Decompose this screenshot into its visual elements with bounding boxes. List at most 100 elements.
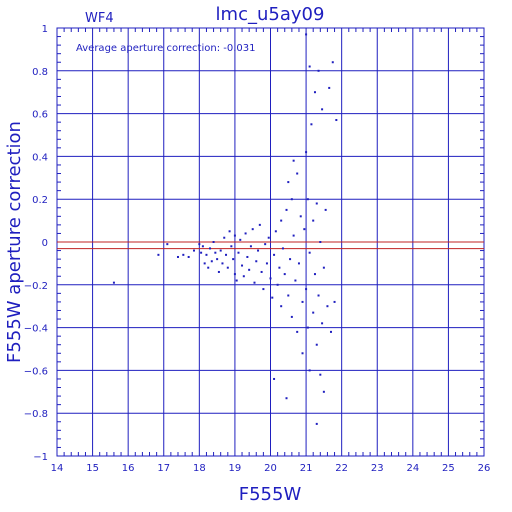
data-point [306,326,309,329]
data-point [246,255,249,258]
data-point [166,243,169,246]
data-point [301,352,304,355]
data-point [221,262,224,265]
data-point [322,266,325,269]
data-point [269,277,272,280]
data-point [244,232,247,235]
data-point [176,255,179,258]
data-point [112,281,115,284]
data-points [112,33,338,425]
data-point [296,172,299,175]
x-tick-label: 22 [335,463,348,474]
chip-label: WF4 [85,11,114,26]
x-tick-label: 21 [300,463,313,474]
data-point [203,262,206,265]
data-point [329,330,332,333]
x-tick-label: 25 [442,463,455,474]
x-axis-label: F555W [239,484,302,505]
data-point [317,69,320,72]
data-point [205,253,208,256]
data-point [157,253,160,256]
data-point [239,238,242,241]
data-point [305,33,308,36]
data-point [280,219,283,222]
data-point [312,311,315,314]
data-point [257,249,260,252]
data-point [287,294,290,297]
data-point [258,223,261,226]
data-point [303,228,306,231]
x-tick-label: 15 [86,463,99,474]
data-point [296,330,299,333]
data-point [285,208,288,211]
data-point [237,251,240,254]
x-tick-label: 23 [371,463,384,474]
data-point [274,230,277,233]
data-point [271,296,274,299]
data-point [294,279,297,282]
data-point [242,275,245,278]
y-tick-label: −0.4 [24,324,48,335]
data-point [315,422,318,425]
data-point [265,262,268,265]
data-point [230,245,233,248]
data-point [315,202,318,205]
data-point [223,236,226,239]
data-point [319,241,322,243]
y-tick-label: 0.6 [32,110,48,121]
data-point [308,65,311,68]
data-point [235,279,238,282]
y-tick-label: −0.8 [24,409,48,420]
data-point [283,273,286,276]
x-axis-ticks: 14 15 16 17 18 19 20 21 22 23 24 25 26 [51,463,491,474]
x-tick-label: 17 [157,463,170,474]
data-point [317,294,320,297]
chart-title: lmc_u5ay09 [216,4,325,25]
y-tick-label: 0 [42,238,48,249]
data-point [315,343,318,346]
data-point [262,288,265,291]
data-point [264,243,267,246]
data-point [290,315,293,318]
data-point [241,264,244,267]
data-point [182,253,185,256]
data-point [310,123,313,126]
data-point [217,270,220,273]
data-point [287,181,290,184]
data-point [232,258,235,261]
y-axis-ticks: −1 −0.8 −0.6 −0.4 −0.2 0 0.2 0.4 0.6 0.8 1 [24,24,48,463]
data-point [299,215,302,218]
data-point [267,236,270,239]
data-point [324,208,327,211]
data-point [280,305,283,308]
data-point [233,234,236,237]
data-point [253,281,256,284]
data-point [290,198,293,201]
y-tick-label: −1 [33,452,48,463]
data-point [335,119,338,122]
data-point [226,266,229,269]
data-point [319,373,322,376]
data-point [306,198,309,201]
data-point [260,270,263,273]
x-tick-label: 19 [229,463,242,474]
data-point [225,253,228,256]
average-annotation: Average aperture correction: -0.031 [76,43,256,54]
data-point [301,300,304,303]
y-axis-label: F555W aperture correction [4,121,25,363]
data-point [313,91,316,94]
data-point [328,86,331,89]
data-point [331,61,334,64]
data-point [201,245,204,248]
data-point [192,249,195,252]
data-point [273,253,276,256]
data-point [276,283,279,286]
x-tick-label: 20 [264,463,277,474]
x-tick-label: 26 [478,463,491,474]
x-tick-label: 18 [193,463,206,474]
x-tick-label: 16 [122,463,135,474]
data-point [233,273,236,276]
data-point [326,305,329,308]
data-point [187,255,190,258]
